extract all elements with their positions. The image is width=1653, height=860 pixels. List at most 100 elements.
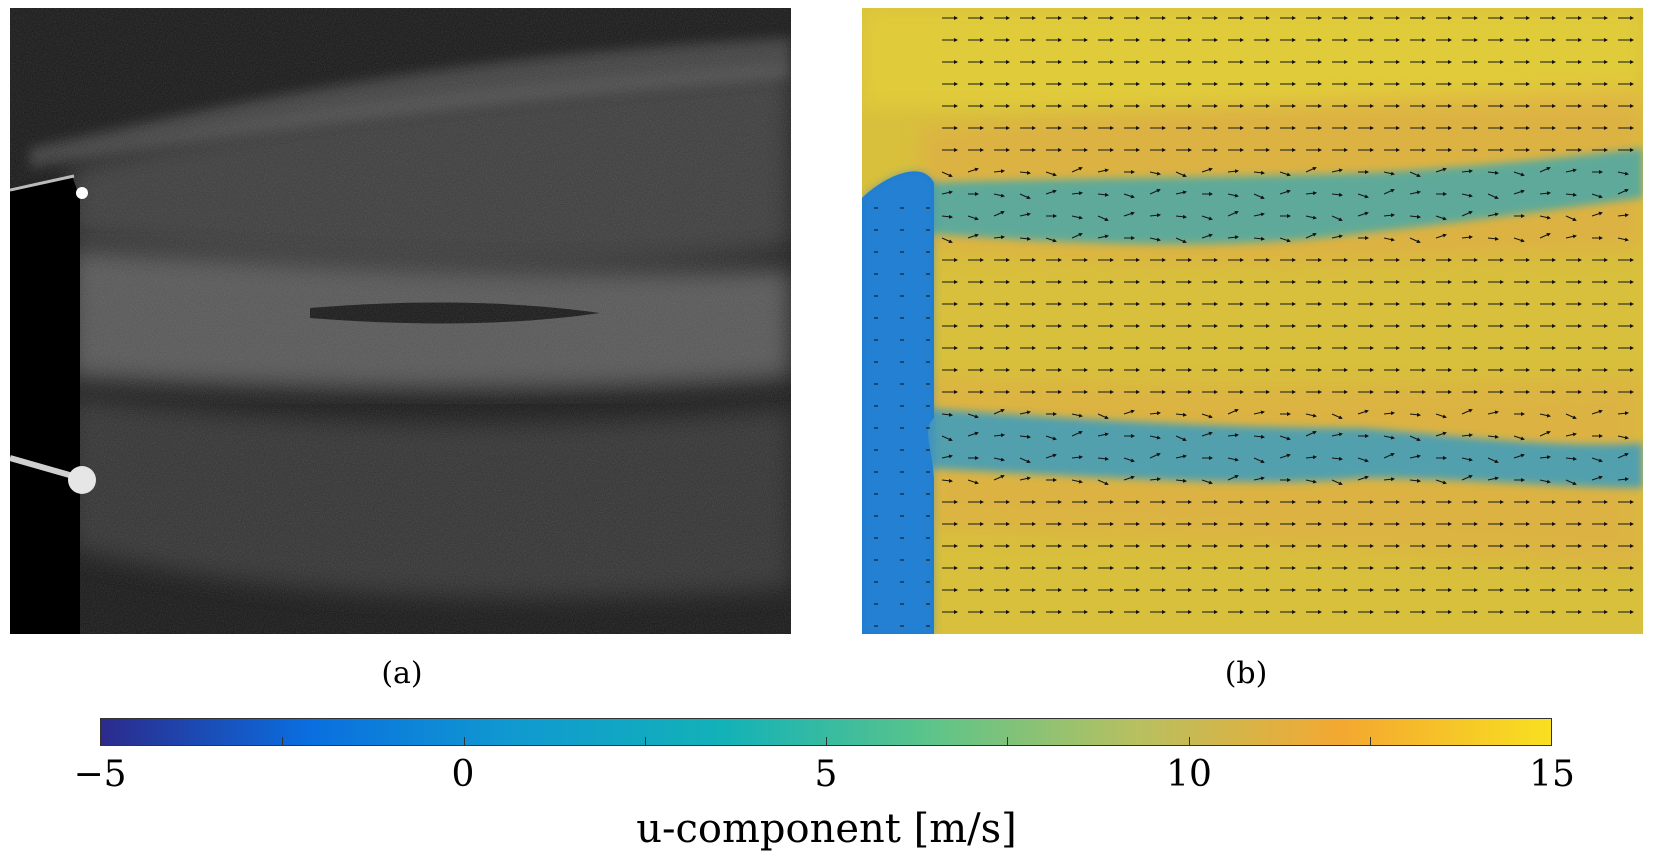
colorbar-tick-mark xyxy=(644,737,646,745)
velocity-vector xyxy=(1019,434,1031,439)
velocity-vector xyxy=(1513,453,1525,459)
velocity-vector xyxy=(1539,455,1551,460)
velocity-vector xyxy=(1305,455,1317,460)
velocity-vector xyxy=(1097,234,1109,239)
velocity-vector xyxy=(1487,410,1499,415)
velocity-vector xyxy=(1383,477,1395,482)
velocity-vector xyxy=(1175,237,1187,244)
velocity-vector xyxy=(1357,211,1369,217)
velocity-vector xyxy=(1097,215,1109,222)
colorbar xyxy=(100,718,1552,746)
velocity-vector xyxy=(1279,453,1291,459)
velocity-vector xyxy=(1279,435,1291,441)
velocity-vector xyxy=(1123,211,1135,217)
colorbar-tick-mark xyxy=(1188,737,1190,745)
velocity-vector xyxy=(1357,475,1369,481)
velocity-vector xyxy=(1591,193,1603,199)
velocity-vector xyxy=(1383,452,1395,459)
velocity-vector xyxy=(1019,170,1031,175)
velocity-vector xyxy=(1565,168,1577,173)
velocity-vector xyxy=(993,210,1005,217)
velocity-vector xyxy=(1565,413,1577,420)
velocity-vector xyxy=(1357,457,1369,463)
velocity-vector xyxy=(1565,479,1577,486)
velocity-vector xyxy=(1591,457,1603,463)
velocity-vector xyxy=(1565,432,1577,437)
velocity-vector xyxy=(1019,236,1031,241)
velocity-vector xyxy=(1305,215,1317,220)
colorbar-tick-mark xyxy=(1551,737,1552,745)
velocity-vector xyxy=(1435,233,1447,239)
velocity-vector xyxy=(941,454,953,459)
velocity-vector xyxy=(1253,410,1265,415)
velocity-vector xyxy=(1305,166,1317,173)
velocity-vector xyxy=(1487,434,1499,439)
velocity-vector xyxy=(1409,237,1421,244)
velocity-vector xyxy=(1461,408,1473,415)
velocity-vector xyxy=(1435,167,1447,173)
velocity-vector xyxy=(941,237,953,244)
velocity-vector xyxy=(1201,479,1213,485)
velocity-vector xyxy=(1253,476,1265,481)
velocity-vector xyxy=(1617,477,1629,482)
velocity-vector xyxy=(1435,413,1447,419)
velocity-vector xyxy=(1045,237,1057,243)
colorbar-tick-mark xyxy=(101,737,102,745)
velocity-vector xyxy=(1123,457,1135,463)
velocity-vector xyxy=(1201,233,1213,239)
velocity-vector xyxy=(1461,210,1473,217)
velocity-vector xyxy=(1071,413,1083,418)
panel-b-caption: (b) xyxy=(1224,656,1268,691)
velocity-vector xyxy=(993,193,1005,198)
velocity-vector xyxy=(1071,455,1083,460)
colorbar-tick: 5 xyxy=(814,754,838,795)
velocity-vector xyxy=(1409,435,1421,442)
velocity-vector xyxy=(1279,189,1291,195)
velocity-vector xyxy=(1149,213,1161,218)
velocity-vector xyxy=(1227,210,1239,217)
velocity-vector xyxy=(1383,237,1395,242)
velocity-vector xyxy=(1591,409,1603,415)
velocity-vector xyxy=(1617,237,1629,242)
flow-visualization-image xyxy=(10,8,791,634)
velocity-vector xyxy=(1071,166,1083,173)
velocity-vector xyxy=(1227,408,1239,415)
velocity-vector xyxy=(1123,193,1135,199)
velocity-vector xyxy=(1409,478,1421,483)
colorbar-tick-mark xyxy=(463,737,465,745)
velocity-vector xyxy=(1539,413,1551,418)
velocity-vector xyxy=(1201,215,1213,221)
velocity-vector xyxy=(1617,435,1629,440)
colorbar-tick: 10 xyxy=(1166,754,1212,795)
velocity-vector xyxy=(1227,474,1239,481)
velocity-vector xyxy=(1305,413,1317,418)
velocity-vector xyxy=(1279,171,1291,177)
velocity-vector xyxy=(1253,212,1265,217)
velocity-vector xyxy=(1097,192,1109,197)
velocity-vector xyxy=(1201,431,1213,437)
velocity-vector xyxy=(1461,193,1473,198)
velocity-vector xyxy=(1175,190,1187,195)
velocity-vector xyxy=(1071,430,1083,437)
velocity-vector xyxy=(1149,188,1161,195)
velocity-vector xyxy=(1409,412,1421,417)
velocity-vector xyxy=(1175,412,1187,417)
velocity-vector xyxy=(1331,215,1343,222)
velocity-vector xyxy=(967,215,979,221)
velocity-vector xyxy=(1201,413,1213,419)
colorbar-tick-mark xyxy=(1369,737,1371,745)
velocity-vector xyxy=(1071,191,1083,196)
velocity-vector xyxy=(1513,435,1525,441)
velocity-vector xyxy=(1513,171,1525,177)
velocity-vector xyxy=(1097,456,1109,461)
velocity-vector xyxy=(1461,235,1473,240)
velocity-vector xyxy=(1357,193,1369,199)
velocity-vector xyxy=(1227,193,1239,198)
colorbar-tick-mark xyxy=(826,737,827,745)
velocity-vector xyxy=(1305,191,1317,196)
velocity-vector xyxy=(1591,211,1603,217)
velocity-vector xyxy=(1435,431,1447,437)
velocity-vector xyxy=(941,214,953,219)
velocity-vector xyxy=(1487,193,1499,200)
velocity-vector xyxy=(1175,478,1187,483)
